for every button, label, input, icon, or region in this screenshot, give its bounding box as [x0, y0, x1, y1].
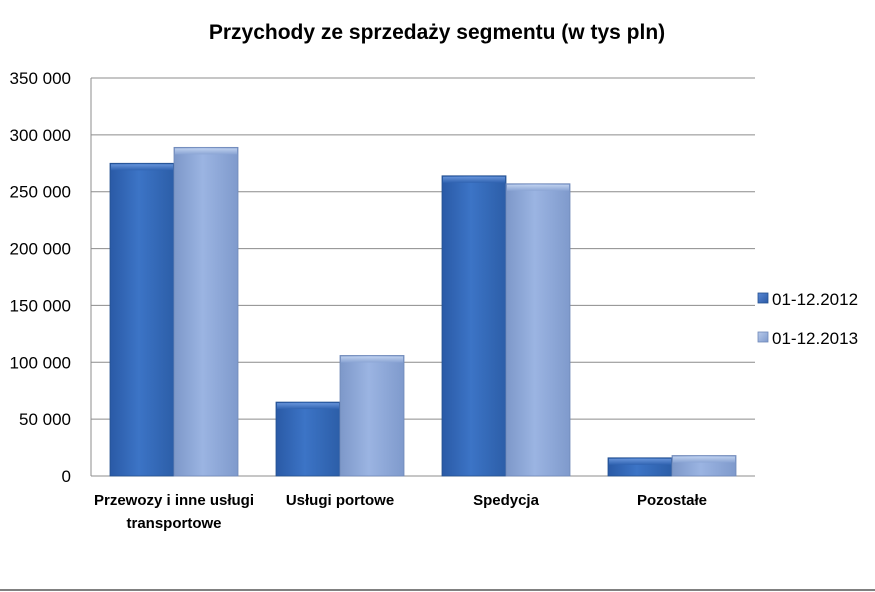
bar	[109, 162, 175, 477]
y-tick-label: 200 000	[10, 240, 71, 259]
bar	[441, 175, 507, 477]
y-tick-label: 150 000	[10, 296, 71, 315]
y-tick-label: 0	[62, 467, 71, 486]
y-tick-label: 50 000	[19, 410, 71, 429]
legend-label: 01-12.2012	[772, 290, 858, 309]
bar	[505, 183, 571, 477]
chart-title: Przychody ze sprzedaży segmentu (w tys p…	[209, 21, 665, 44]
y-tick-label: 350 000	[10, 69, 71, 88]
legend-swatch	[757, 292, 769, 304]
x-category-label: Pozostałe	[637, 492, 707, 509]
bar	[607, 457, 673, 477]
bar	[339, 355, 405, 477]
legend-swatch	[757, 331, 769, 343]
legend-label: 01-12.2013	[772, 329, 858, 348]
x-category-label: Przewozy i inne usługi transportowe	[94, 492, 254, 532]
x-category-label: Usługi portowe	[286, 492, 394, 509]
bar	[671, 455, 737, 477]
bar	[173, 146, 239, 477]
x-category-label: Spedycja	[473, 492, 540, 509]
y-tick-label: 300 000	[10, 126, 71, 145]
y-tick-label: 100 000	[10, 353, 71, 372]
y-tick-label: 250 000	[10, 183, 71, 202]
bar	[275, 401, 341, 477]
